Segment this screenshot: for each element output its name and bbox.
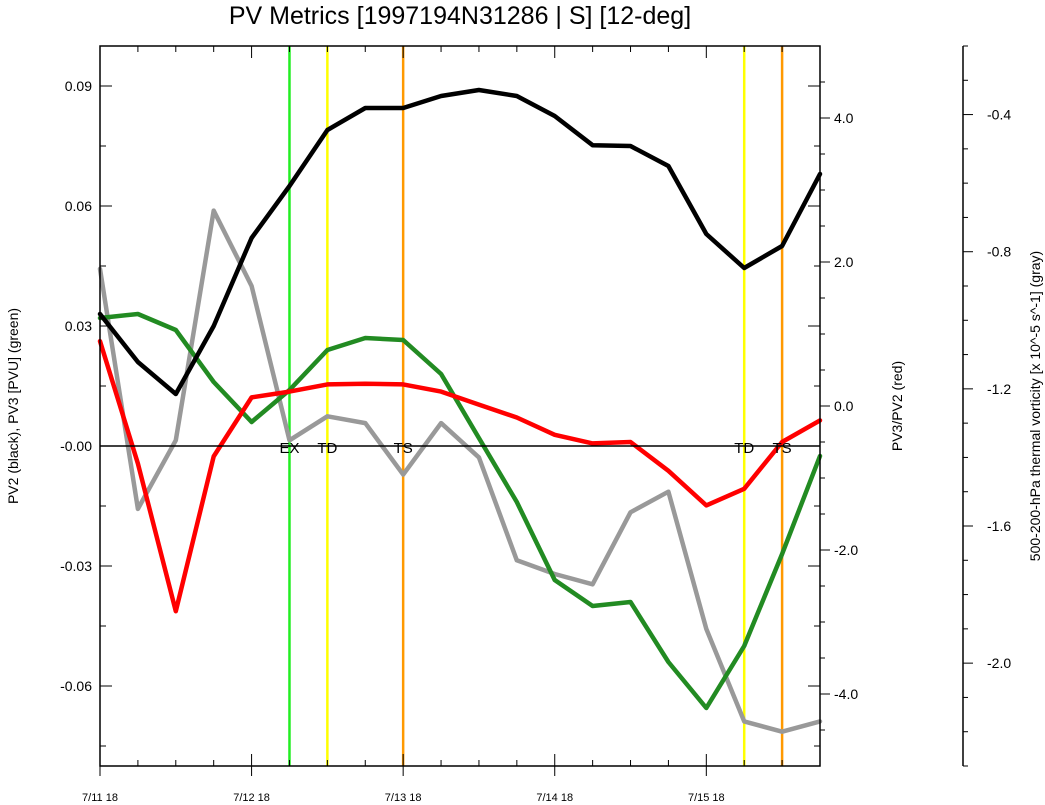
left-axis-tick-label: -0.03 [60, 558, 92, 574]
x-axis-tick-label: 7/15 18 [688, 792, 725, 804]
event-marker-label-0: EX [279, 440, 299, 457]
left-axis-title: PV2 (black), PV3 [PVU] (green) [5, 308, 21, 504]
far-right-axis-title: 500-200-hPa thermal vorticity [x 10^-5 s… [1027, 251, 1043, 561]
x-axis-tick-label: 7/11 18 [82, 792, 118, 804]
far-right-axis-tick-label: -1.2 [987, 381, 1011, 397]
left-axis-tick-label: -0.00 [60, 438, 92, 454]
far-right-axis-tick-label: -0.4 [987, 107, 1011, 123]
series-line-1 [97, 311, 823, 711]
left-axis-tick-label: 0.03 [65, 318, 92, 334]
chart-title: PV Metrics [1997194N31286 | S] [12-deg] [229, 2, 691, 30]
series-line-3 [97, 208, 823, 734]
x-axis-tick-label: 7/13 18 [385, 792, 422, 804]
right-axis-tick-label: 4.0 [834, 110, 854, 126]
left-axis-tick-label: 0.09 [65, 78, 92, 94]
event-marker-label-4: TS [773, 440, 792, 457]
event-marker-label-3: TD [734, 440, 754, 457]
x-axis-tick-label: 7/14 18 [536, 792, 573, 804]
series-line-2 [97, 338, 823, 614]
right-axis-tick-label: -4.0 [834, 686, 858, 702]
right-axis-title: PV3/PV2 (red) [889, 361, 905, 451]
right-axis-tick-label: -2.0 [834, 542, 858, 558]
far-right-axis-tick-label: -2.0 [987, 655, 1011, 671]
left-axis-tick-label: -0.06 [60, 678, 92, 694]
series-line-0 [97, 87, 823, 397]
event-marker-label-2: TS [394, 440, 413, 457]
x-axis-tick-label: 7/12 18 [233, 792, 270, 804]
far-right-axis-tick-label: -1.6 [987, 518, 1011, 534]
right-axis-tick-label: 2.0 [834, 254, 854, 270]
event-marker-label-1: TD [317, 440, 337, 457]
left-axis-tick-label: 0.06 [65, 198, 92, 214]
right-axis-tick-label: 0.0 [834, 398, 854, 414]
far-right-axis-tick-label: -0.8 [987, 244, 1011, 260]
